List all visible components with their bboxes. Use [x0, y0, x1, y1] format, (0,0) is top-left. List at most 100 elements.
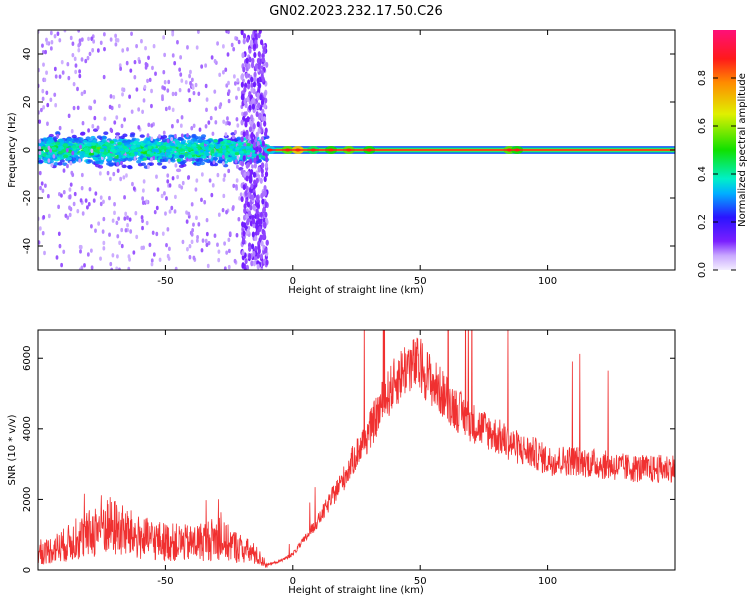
heatmap-cell: [259, 211, 263, 218]
heatmap-cell: [45, 40, 49, 46]
heatmap-cell: [258, 146, 262, 153]
heatmap-cell: [256, 57, 261, 64]
heatmap-cell: [79, 144, 82, 150]
heatmap-cell: [251, 194, 255, 201]
heatmap-cell: [158, 134, 161, 139]
heatmap-cell: [186, 45, 189, 50]
heatmap-cell: [238, 142, 243, 146]
heatmap-cell: [57, 161, 63, 166]
heatmap-cell: [91, 145, 97, 149]
heatmap-cell: [90, 224, 93, 229]
heatmap-cell: [161, 231, 165, 236]
heatmap-cell: [120, 160, 123, 166]
heatmap-cell: [117, 142, 122, 146]
heatmap-cell: [90, 36, 94, 41]
heatmap-cell: [116, 135, 119, 140]
heatmap-cell: [91, 124, 95, 129]
heatmap-cell: [164, 211, 167, 216]
heatmap-cell: [149, 152, 155, 156]
heatmap-cell: [80, 172, 84, 178]
heatmap-cell: [171, 107, 175, 113]
heatmap-cell: [218, 147, 223, 152]
heatmap-cell: [69, 35, 73, 41]
heatmap-cell: [44, 49, 47, 55]
heatmap-cell: [246, 116, 250, 123]
heatmap-cell: [139, 134, 145, 138]
heatmap-cell: [228, 121, 231, 126]
heatmap-cell: [180, 185, 184, 190]
heatmap-cell: [123, 216, 127, 221]
heatmap-cell: [190, 232, 194, 237]
heatmap-cell: [111, 218, 115, 223]
heatmap-cell: [174, 163, 178, 168]
heatmap-cell: [164, 106, 168, 112]
heatmap-cell: [114, 42, 118, 47]
heatmap-cell: [58, 243, 62, 249]
heatmap-cell: [241, 221, 245, 228]
heatmap-cell: [231, 156, 237, 161]
heatmap-cell: [45, 90, 49, 95]
heatmap-cell: [94, 228, 97, 233]
heatmap-cell: [108, 232, 111, 237]
heatmap-cell: [141, 188, 145, 193]
heatmap-cell: [256, 229, 260, 236]
heatmap-cell: [247, 63, 251, 70]
heatmap-cell: [41, 49, 45, 55]
heatmap-cell: [93, 99, 97, 104]
heatmap-cell: [79, 150, 85, 155]
heatmap-cell: [265, 239, 269, 246]
colorbar-label: Normalized spectral amplitude: [737, 73, 748, 227]
heatmap-cell: [186, 143, 192, 148]
x-tick-label: 0: [290, 276, 296, 287]
heatmap-cell: [161, 146, 167, 150]
heatmap-cell: [123, 117, 126, 122]
heatmap-cell: [247, 210, 252, 217]
heatmap-cell: [255, 194, 259, 201]
heatmap-cell: [115, 115, 119, 120]
heatmap-cell: [214, 120, 218, 125]
heatmap-cell: [133, 151, 139, 155]
heatmap-cell: [60, 59, 64, 65]
heatmap-cell: [92, 39, 96, 44]
heatmap-cell: [259, 94, 263, 101]
heatmap-cell: [92, 128, 99, 132]
heatmap-cell: [265, 156, 269, 163]
heatmap-cell: [86, 252, 90, 257]
heatmap-cell: [197, 222, 201, 227]
heatmap-cell: [38, 159, 44, 164]
heatmap-cell: [163, 80, 167, 85]
heatmap-cell: [113, 210, 116, 216]
heatmap-cell: [63, 154, 69, 159]
heatmap-cell: [79, 244, 83, 250]
heatmap-cell: [59, 145, 65, 150]
heatmap-cell: [194, 82, 198, 88]
heatmap-cell: [205, 231, 209, 237]
heatmap-cell: [150, 262, 154, 267]
heatmap-cell: [136, 141, 142, 146]
heatmap-cell: [251, 57, 255, 64]
heatmap-cell: [122, 145, 128, 150]
heatmap-cell: [56, 133, 60, 139]
heatmap-cell: [254, 33, 258, 40]
heatmap-cell: [185, 210, 188, 215]
heatmap-cell: [109, 94, 113, 99]
heatmap-cell: [55, 141, 61, 146]
heatmap-cell: [97, 221, 101, 226]
heatmap-cell: [118, 154, 123, 159]
heatmap-cell: [203, 200, 207, 205]
heatmap-cell: [128, 257, 131, 262]
heatmap-cell: [103, 46, 106, 52]
heatmap-cell: [88, 187, 92, 192]
heatmap-cell: [86, 55, 90, 61]
heatmap-cell: [220, 141, 225, 145]
heatmap-cell: [170, 124, 174, 129]
heatmap-cell: [115, 132, 121, 136]
heatmap-cell: [125, 60, 129, 66]
heatmap-cell: [195, 45, 199, 50]
heatmap-cell: [210, 55, 214, 60]
heatmap-cell: [256, 121, 260, 128]
heatmap-cell: [50, 40, 54, 45]
heatmap-cell: [165, 152, 170, 156]
heatmap-cell: [118, 63, 122, 68]
heatmap-cell: [81, 121, 85, 126]
